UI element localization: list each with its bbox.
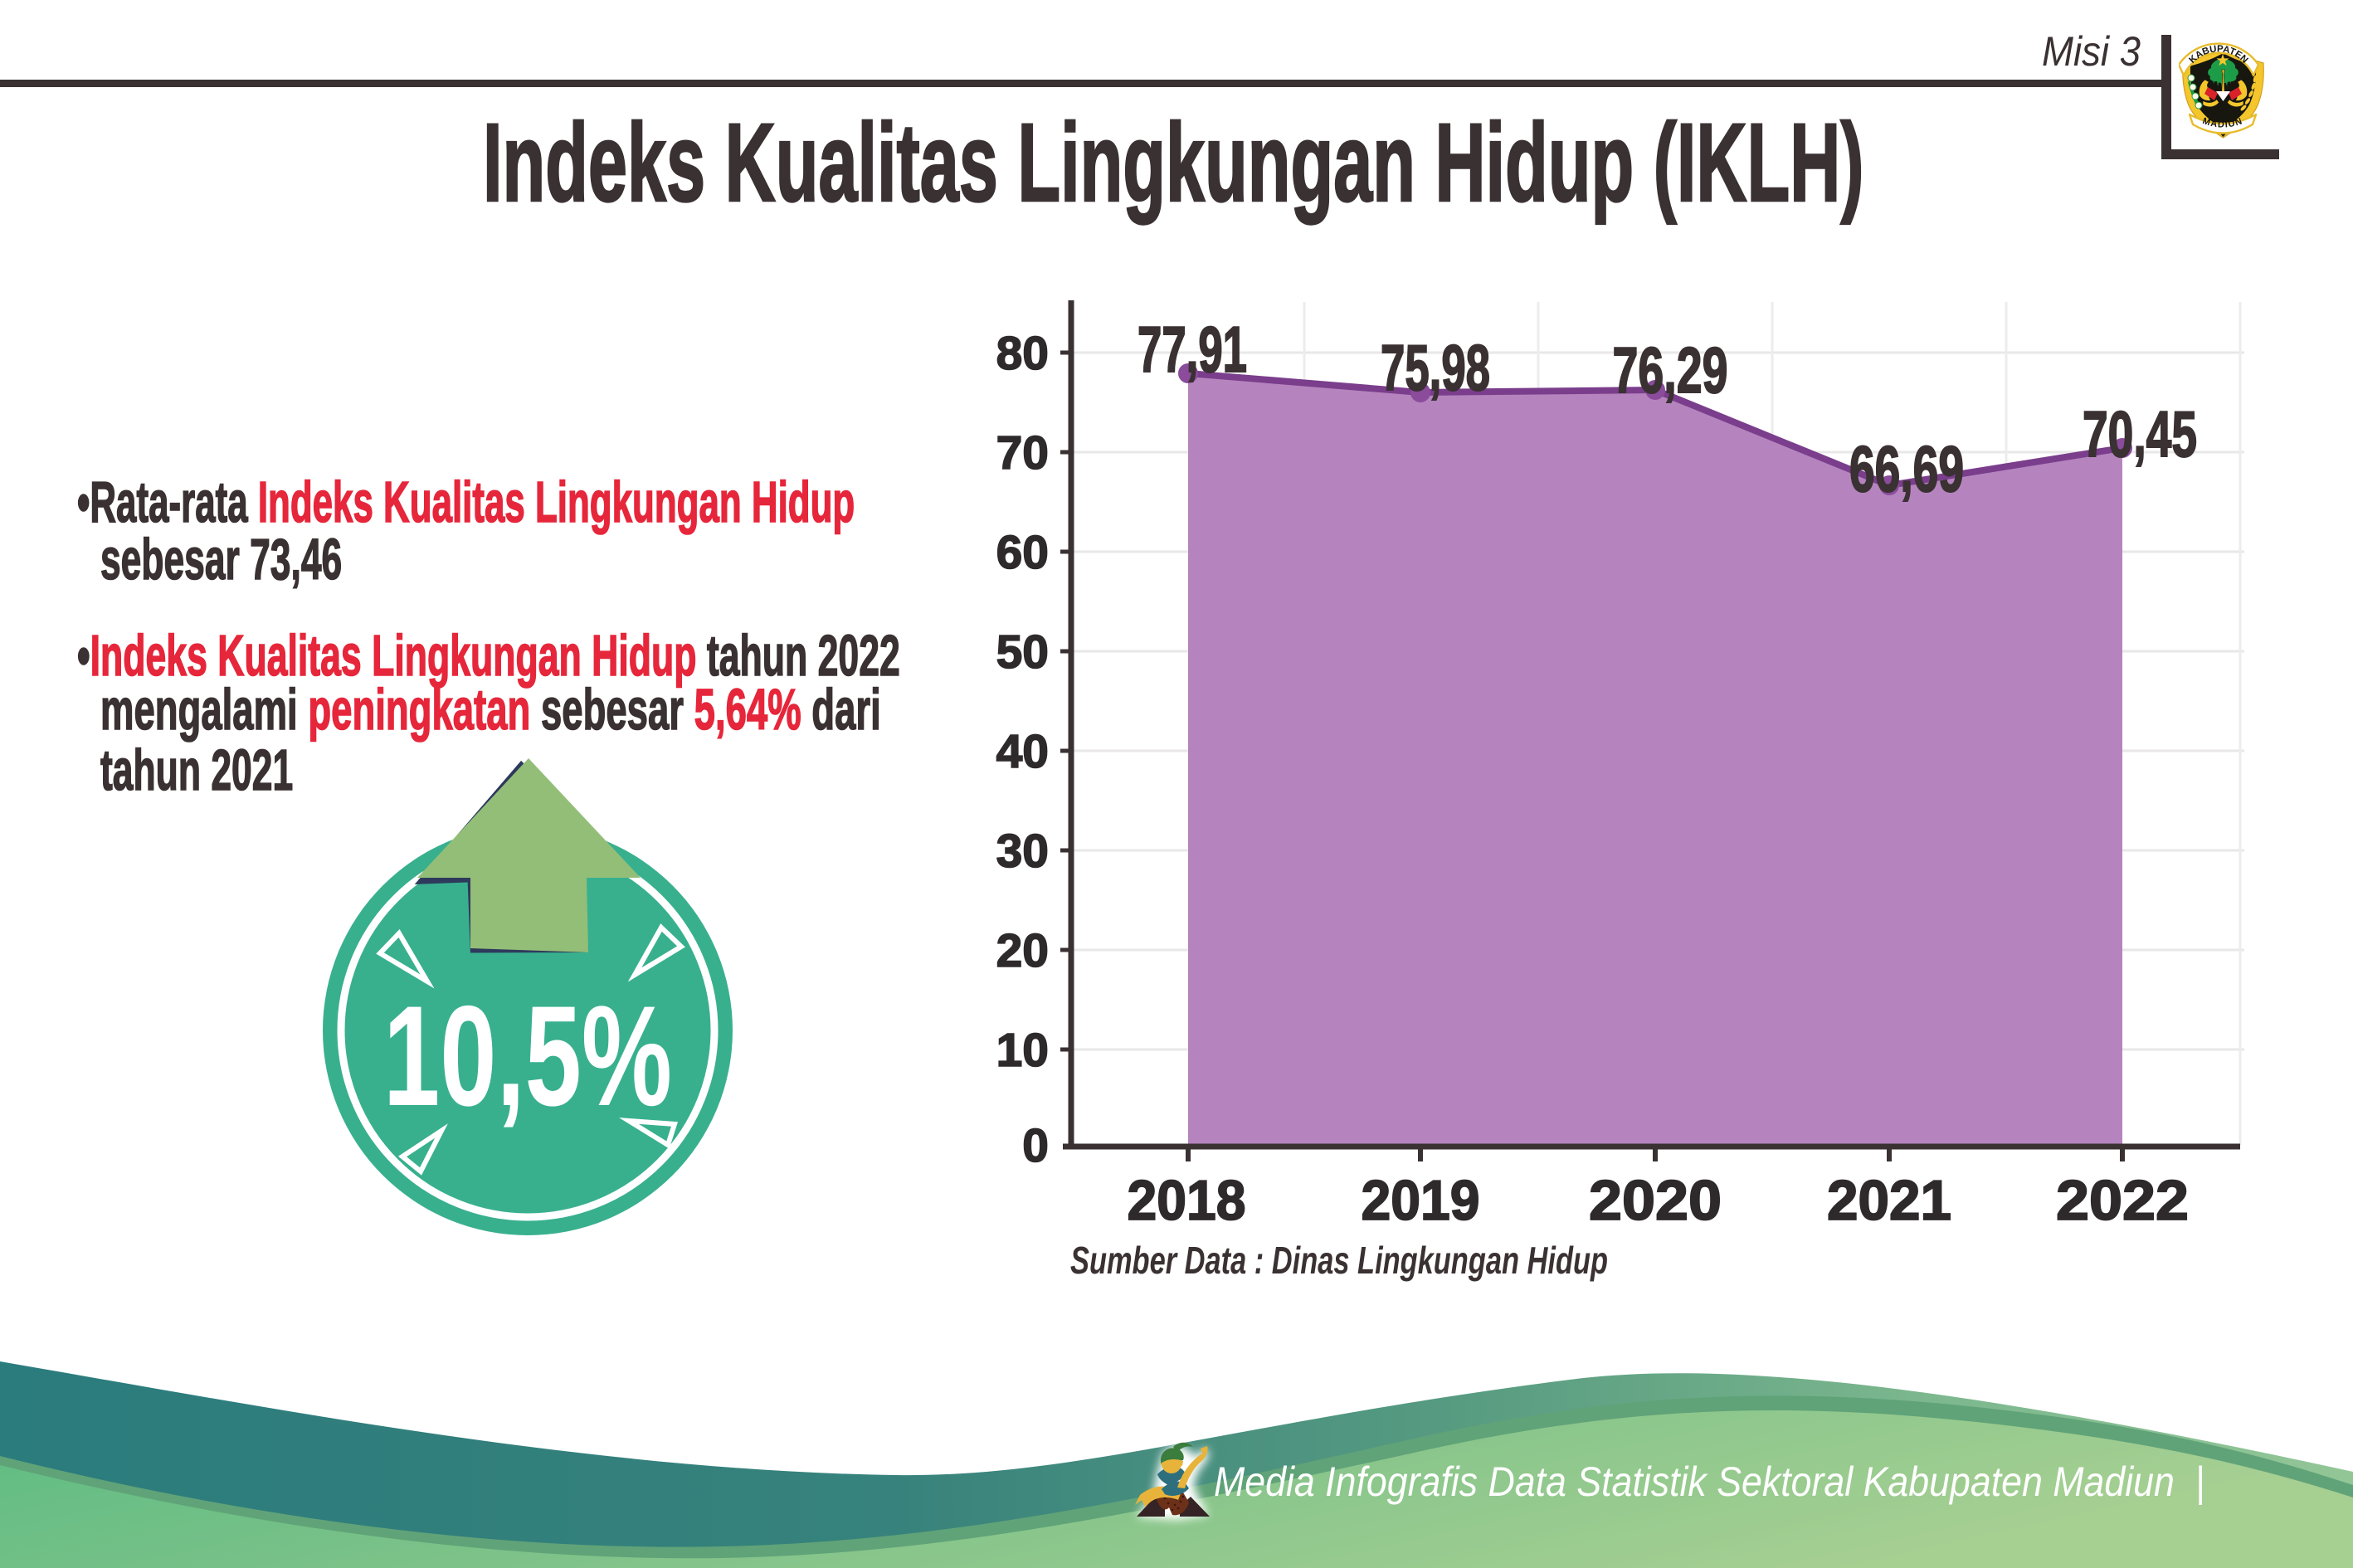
svg-text:2019: 2019 <box>1362 1169 1480 1232</box>
svg-text:40: 40 <box>996 725 1049 778</box>
svg-text:MADIUN: MADIUN <box>2201 116 2244 130</box>
svg-text:Sumber Data : Dinas Lingkungan: Sumber Data : Dinas Lingkungan Hidup <box>1070 1239 1608 1282</box>
svg-text:10,5%: 10,5% <box>383 976 672 1136</box>
svg-text:30: 30 <box>996 825 1049 878</box>
svg-text:66,69: 66,69 <box>1849 432 1964 505</box>
svg-text:75,98: 75,98 <box>1381 331 1490 404</box>
svg-text:77,91: 77,91 <box>1138 313 1247 386</box>
svg-text:0: 0 <box>1022 1119 1049 1172</box>
svg-text:60: 60 <box>996 526 1049 579</box>
svg-text:10: 10 <box>996 1024 1049 1077</box>
svg-text:70: 70 <box>996 426 1049 480</box>
svg-text:2022: 2022 <box>2056 1169 2189 1232</box>
svg-text:80: 80 <box>996 327 1049 380</box>
svg-text:50: 50 <box>996 626 1049 679</box>
svg-text:20: 20 <box>996 924 1049 977</box>
svg-text:2021: 2021 <box>1827 1169 1951 1232</box>
svg-text:2018: 2018 <box>1128 1169 1246 1232</box>
svg-text:70,45: 70,45 <box>2083 397 2197 470</box>
svg-text:76,29: 76,29 <box>1613 334 1728 407</box>
svg-text:2020: 2020 <box>1589 1169 1722 1232</box>
